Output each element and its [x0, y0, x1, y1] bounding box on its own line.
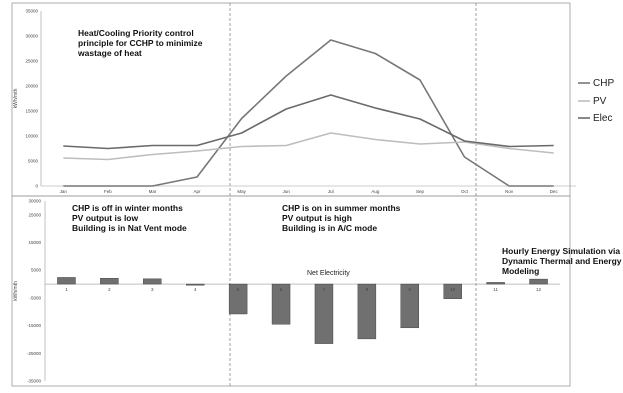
annotation-winter-line3: Building is in Nat Vent mode: [72, 223, 187, 233]
y-tick-label: 25000: [28, 212, 41, 217]
bar-month-10: [443, 283, 462, 299]
annotation-winter-line1: CHP is off in winter months: [72, 203, 183, 213]
y-tick-label: -35000: [27, 379, 42, 384]
y-axis-label: kWh/mth: [13, 281, 19, 301]
bar-month-4: [185, 283, 205, 286]
y-tick-label: 25000: [25, 59, 38, 64]
bar-month-7: [314, 283, 334, 344]
x-tick-label: 5: [237, 287, 240, 292]
bar-chart: 30000 25000 15000 5000 -5000 -15000 -25000 -350…: [13, 199, 560, 384]
y-tick-label: 30000: [28, 199, 41, 204]
x-tick-label: 4: [194, 287, 197, 292]
x-tick-label: Nov: [505, 189, 514, 194]
bar-month-5: [228, 283, 248, 315]
x-tick-label: 9: [409, 287, 412, 292]
series-line-pv: [63, 132, 554, 161]
bar-chart-title: Net Electricity: [307, 270, 350, 277]
x-tick-label: Apr: [194, 189, 202, 194]
legend-label-pv: PV: [593, 96, 607, 107]
annotation-priority-line1: Heat/Cooling Priority control: [78, 28, 194, 38]
y-axis-label: kWh/mth: [13, 88, 19, 108]
x-tick-label: Oct: [461, 189, 469, 194]
annotation-summer-line3: Building is in A/C mode: [282, 223, 377, 233]
bar-month-3: [143, 278, 162, 285]
x-tick-label: Jan: [60, 189, 68, 194]
bar-month-11: [486, 282, 505, 285]
y-tick-label: 20000: [25, 84, 38, 89]
y-tick-label: 0: [35, 184, 38, 189]
series-line-chp: [63, 39, 554, 187]
x-tick-label: 12: [536, 287, 542, 292]
x-tick-label: Aug: [371, 189, 380, 194]
series-line-elec: [63, 94, 554, 150]
x-tick-label: 2: [108, 287, 111, 292]
annotation-summer-line1: CHP is on in summer months: [282, 203, 401, 213]
annotation-winter-line2: PV output is low: [72, 213, 138, 223]
line-chart: 0 5000 10000 15000 20000 25000 30000 35000 Jan Fe…: [13, 9, 614, 195]
x-tick-label: 1: [65, 287, 68, 292]
y-tick-label: 15000: [25, 109, 38, 114]
bar-month-2: [100, 278, 119, 285]
annotation-priority-line3: wastage of heat: [77, 48, 142, 58]
legend-label-elec: Elec: [593, 113, 612, 124]
bottom-chart-frame: [11, 195, 571, 387]
y-tick-label: 15000: [28, 240, 41, 245]
x-tick-label: 11: [493, 287, 498, 292]
bar-month-9: [400, 283, 420, 329]
y-tick-label: -5000: [29, 295, 41, 300]
annotation-simulation-line3: Modeling: [502, 266, 539, 276]
annotation-summer-line2: PV output is high: [282, 213, 352, 223]
bar-month-12: [529, 278, 548, 285]
y-tick-label: 5000: [31, 268, 42, 273]
x-tick-label: May: [237, 189, 246, 194]
annotation-simulation-line2: Dynamic Thermal and Energy: [502, 256, 622, 266]
y-tick-label: 30000: [25, 34, 38, 39]
x-tick-label: Jul: [328, 189, 334, 194]
x-tick-label: Feb: [104, 189, 112, 194]
y-tick-label: 35000: [25, 9, 38, 14]
x-tick-label: 10: [450, 287, 456, 292]
x-tick-label: Sep: [416, 189, 425, 194]
y-tick-label: -15000: [27, 323, 42, 328]
x-tick-label: Dec: [550, 189, 559, 194]
bar-month-6: [271, 283, 291, 325]
y-tick-label: -25000: [27, 351, 42, 356]
annotation-priority-line2: principle for CCHP to minimize: [78, 38, 203, 48]
bar-month-1: [57, 277, 76, 285]
x-tick-label: 7: [323, 287, 326, 292]
x-tick-label: Jun: [283, 189, 291, 194]
y-tick-label: 5000: [28, 159, 39, 164]
x-tick-label: Mar: [149, 189, 157, 194]
x-tick-label: 3: [151, 287, 154, 292]
x-tick-label: 6: [280, 287, 283, 292]
bar-month-8: [357, 283, 377, 340]
annotation-simulation-line1: Hourly Energy Simulation via: [502, 246, 620, 256]
legend-label-chp: CHP: [593, 78, 614, 89]
y-tick-label: 10000: [25, 134, 38, 139]
x-tick-label: 8: [366, 287, 369, 292]
